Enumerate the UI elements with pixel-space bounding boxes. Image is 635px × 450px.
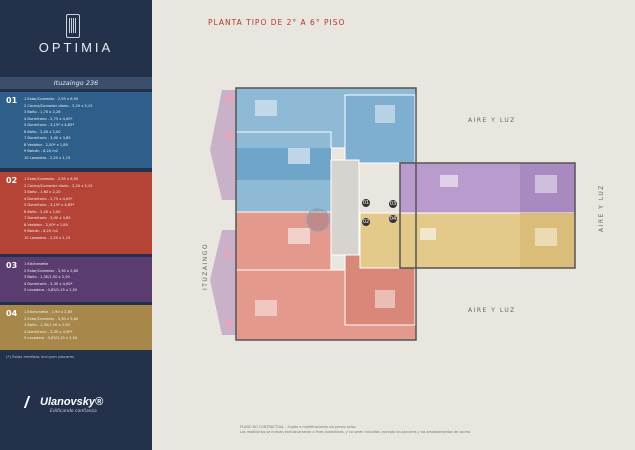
room-item: 5 Lavadero - 0,65/1,15 x 2,50 bbox=[24, 336, 78, 340]
legal-notice: PLANO NO CONTRACTUAL - Sujeto a modifica… bbox=[240, 425, 500, 435]
aire-luz-bottom-label: AIRE Y LUZ bbox=[468, 307, 516, 314]
legal-line: Los mobiliarios se indican exclusivament… bbox=[240, 430, 472, 434]
plan-title: PLANTA TIPO DE 2° A 6° PISO bbox=[208, 18, 346, 27]
stair-core bbox=[330, 159, 360, 256]
tree-icon: ✿ bbox=[224, 247, 235, 261]
compass-icon bbox=[306, 208, 330, 232]
developer-name: Ulanovsky® bbox=[40, 396, 104, 408]
room-item: 3 Baño - 1,30/1,50 x 2,50 bbox=[24, 275, 70, 279]
room-item: 10 Lavadero - 2,20 x 1,15 bbox=[24, 235, 71, 240]
unit-03-area bbox=[399, 162, 576, 214]
room-item: 2 Cocina/Comedor diario - 3,20 x 5,15 bbox=[24, 103, 93, 108]
room-item: 4 Dormitorio - 2,75 x 4,00* bbox=[24, 196, 73, 201]
tree-icon: ✿ bbox=[224, 317, 235, 331]
room-item: 1 Estar/Comedor - 2,95 x 6,90 bbox=[24, 97, 79, 101]
unit-number: 02 bbox=[6, 176, 18, 185]
address-bar: Ituzaingo 236 bbox=[0, 77, 152, 89]
room-item: 7 Dormitorio - 3,00 x 3,85 bbox=[24, 136, 71, 140]
unit-01-panel: 01 1 Estar/Comedor - 2,95 x 6,90 2 Cocin… bbox=[0, 92, 152, 168]
room-item: 5 Dormitorio - 3,15* x 4,85* bbox=[24, 203, 75, 207]
room-item: 9 Balcón - 6,20 m2 bbox=[24, 229, 59, 233]
building-logo-icon bbox=[66, 14, 80, 38]
room-item: 4 Dormitorio - 3,30 x 4,00* bbox=[24, 329, 73, 334]
balcony-02 bbox=[210, 230, 236, 335]
unit-number: 01 bbox=[6, 96, 18, 105]
tree-icon: ✿ bbox=[224, 91, 235, 105]
room-item: 10 Lavadero - 2,20 x 1,15 bbox=[24, 155, 71, 160]
room-item: 8 Vestidor - 2,00* x 1,80 bbox=[24, 142, 68, 147]
room-item: 3 Baño - 1,70 x 2,26 bbox=[24, 110, 61, 114]
unit-badge-01: 01 bbox=[362, 199, 370, 207]
room-item: 3 Baño - 1,60 x 2,20 bbox=[24, 190, 61, 194]
room-item: 7 Dormitorio - 3,00 x 3,85 bbox=[24, 216, 71, 220]
room-item: 5 Dormitorio - 3,15* x 4,85* bbox=[24, 123, 75, 127]
room-item: 4 Dormitorio - 2,75 x 4,00* bbox=[24, 116, 73, 121]
room-item: 4 Dormitorio - 3,30 x 4,00* bbox=[24, 281, 73, 286]
unit-03-panel: 03 1 Kitchenette 2 Estar/Comedor - 3,30 … bbox=[0, 257, 152, 302]
room-item: 2 Estar/Comedor - 3,30 x 5,80 bbox=[24, 268, 79, 273]
measurements-footnote: (*) Estas medidas incluyen placares bbox=[6, 354, 75, 359]
aire-luz-top-label: AIRE Y LUZ bbox=[468, 117, 516, 124]
room-item: 2 Cocina/Comedor diario - 3,20 x 5,15 bbox=[24, 183, 93, 188]
room-item: 3 Baño - 1,30/1,50 x 2,50 bbox=[24, 323, 70, 327]
unit-badge-02: 02 bbox=[362, 218, 370, 226]
room-item: 6 Baño - 2,00 x 2,00 bbox=[24, 209, 61, 214]
sidebar: OPTIMIA Ituzaingo 236 01 1 Estar/Comedor… bbox=[0, 0, 152, 450]
unit-room-list: 1 Estar/Comedor - 2,95 x 6,90 2 Cocina/C… bbox=[24, 96, 150, 161]
room-item: 2 Estar/Comedor - 3,30 x 5,80 bbox=[24, 316, 79, 321]
legal-line: PLANO NO CONTRACTUAL - Sujeto a modifica… bbox=[240, 425, 357, 429]
unit-04-panel: 04 1 Kitchenette - 1,90 x 2,85 2 Estar/C… bbox=[0, 305, 152, 350]
room-item: 5 Lavadero - 0,65/1,15 x 2,50 bbox=[24, 288, 78, 292]
unit-04-area bbox=[359, 212, 576, 269]
unit-number: 03 bbox=[6, 261, 18, 270]
unit-room-list: 1 Kitchenette 2 Estar/Comedor - 3,30 x 5… bbox=[24, 261, 150, 294]
unit-02-area bbox=[235, 211, 417, 341]
unit-number: 04 bbox=[6, 309, 18, 318]
tree-icon: ✿ bbox=[224, 129, 235, 143]
unit-room-list: 1 Kitchenette - 1,90 x 2,85 2 Estar/Come… bbox=[24, 309, 150, 342]
unit-badge-04: 04 bbox=[389, 215, 397, 223]
room-item: 8 Vestidor - 2,00* x 1,80 bbox=[24, 222, 68, 227]
room-item: 1 Kitchenette - 1,90 x 2,85 bbox=[24, 310, 73, 314]
unit-02-panel: 02 1 Estar/Comedor - 2,95 x 6,90 2 Cocin… bbox=[0, 172, 152, 254]
unit-badge-03: 03 bbox=[389, 200, 397, 208]
balcony-01 bbox=[210, 90, 236, 200]
unit-room-list: 1 Estar/Comedor - 2,95 x 6,90 2 Cocina/C… bbox=[24, 176, 150, 241]
developer-tagline: Edificando confianza bbox=[50, 409, 97, 414]
brand-name: OPTIMIA bbox=[38, 40, 114, 55]
room-item: 1 Estar/Comedor - 2,95 x 6,90 bbox=[24, 177, 79, 181]
room-item: 1 Kitchenette bbox=[24, 262, 49, 266]
room-item: 6 Baño - 2,00 x 2,00 bbox=[24, 129, 61, 134]
room-item: 9 Balcón - 6,20 m2 bbox=[24, 149, 59, 153]
